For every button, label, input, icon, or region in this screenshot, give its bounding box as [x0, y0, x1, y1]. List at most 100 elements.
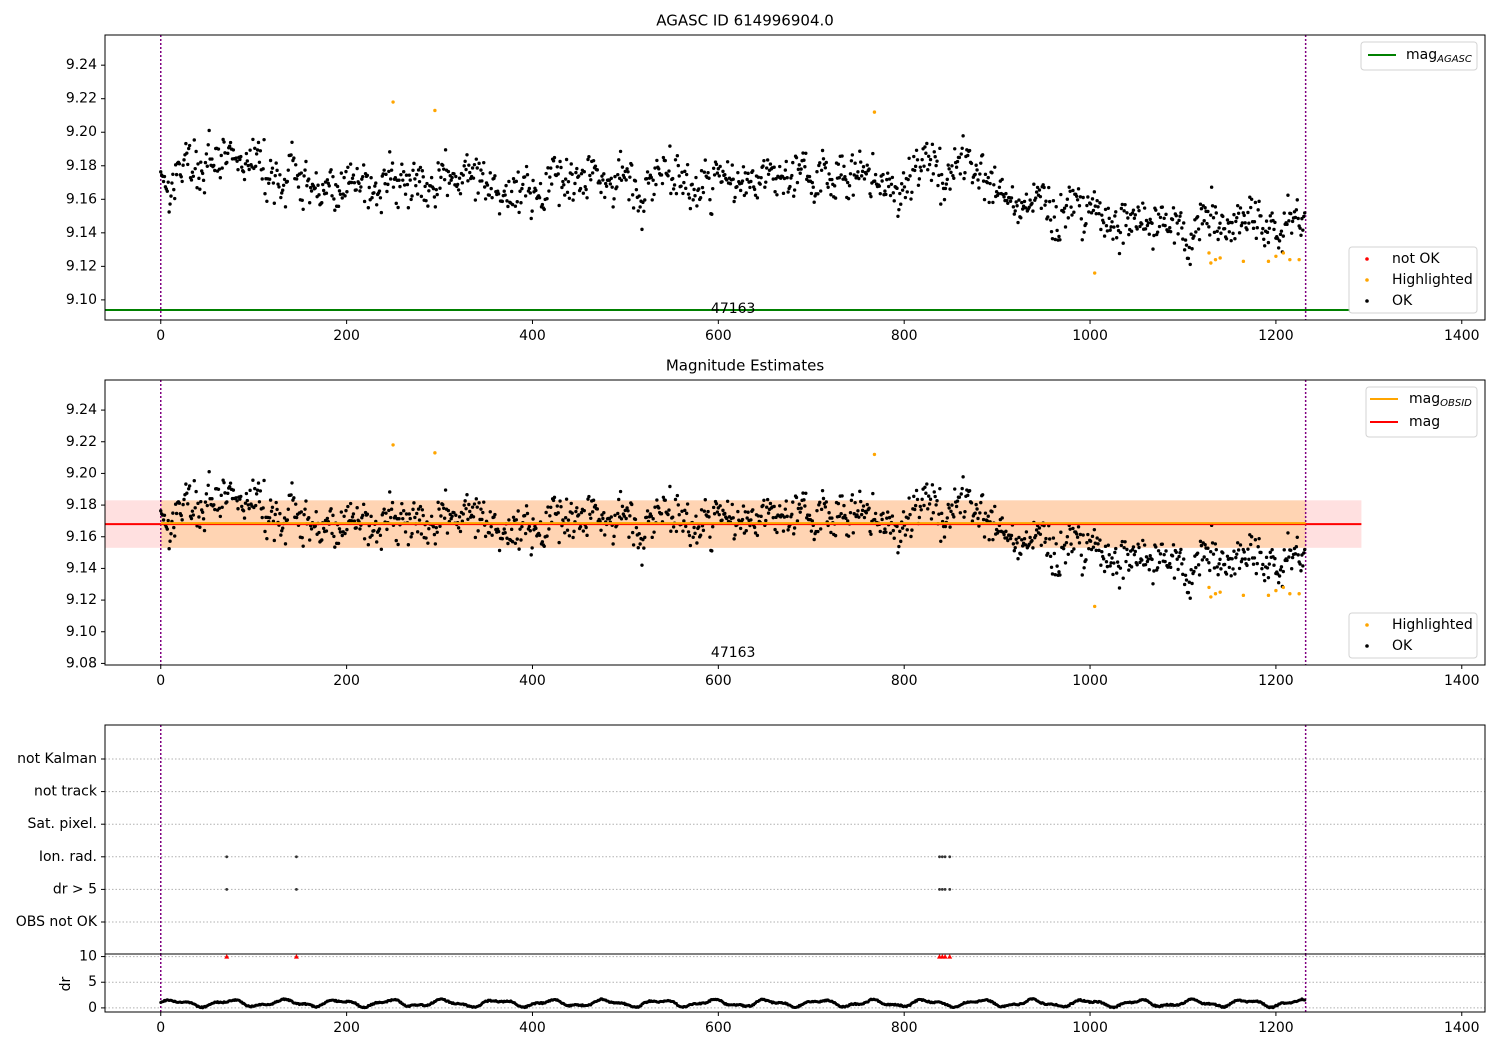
- ok-point: [1081, 195, 1085, 200]
- ok-point: [1243, 221, 1247, 225]
- ok-point: [425, 181, 429, 186]
- ok-point: [892, 536, 896, 540]
- ok-point: [193, 506, 197, 510]
- ok-point: [1257, 199, 1261, 204]
- ok-point: [1095, 536, 1099, 540]
- ok-point: [411, 168, 415, 173]
- ok-point: [1251, 562, 1256, 566]
- ok-point: [1120, 539, 1124, 544]
- ok-point: [503, 531, 507, 535]
- ok-point: [929, 517, 934, 521]
- ok-point: [1190, 581, 1194, 586]
- ok-point: [548, 175, 552, 179]
- ok-point: [421, 513, 425, 518]
- ok-point: [812, 537, 816, 542]
- x-tick-label: 1200: [1258, 673, 1294, 689]
- ok-point: [324, 529, 329, 533]
- ok-point: [544, 510, 548, 515]
- ok-point: [463, 499, 467, 503]
- ok-point: [1027, 542, 1031, 547]
- ok-point: [439, 175, 443, 180]
- ok-point: [169, 194, 173, 198]
- ok-point: [475, 166, 479, 170]
- ok-point: [305, 184, 309, 188]
- ok-point: [871, 151, 875, 156]
- ok-point: [901, 510, 906, 514]
- ok-point: [827, 511, 831, 515]
- ok-point: [1181, 237, 1185, 241]
- ok-point: [1078, 195, 1083, 199]
- ok-point: [300, 198, 304, 202]
- ok-point: [165, 527, 169, 531]
- ok-point: [1198, 202, 1203, 206]
- ok-point: [450, 175, 454, 180]
- ok-point: [1182, 582, 1187, 587]
- ok-point: [1069, 542, 1073, 546]
- ok-point: [552, 495, 557, 500]
- ok-point: [683, 508, 687, 513]
- ok-point: [398, 184, 402, 189]
- ok-point: [1146, 557, 1151, 561]
- ok-point: [159, 170, 163, 174]
- ok-point: [929, 178, 934, 183]
- ok-point: [355, 506, 359, 510]
- ok-point: [354, 526, 358, 530]
- ok-point: [361, 513, 365, 518]
- ok-point: [1148, 554, 1152, 558]
- ok-point: [505, 536, 509, 540]
- ok-point: [772, 504, 776, 509]
- ok-point: [990, 171, 994, 175]
- ok-point: [1180, 562, 1184, 566]
- ok-point: [591, 158, 596, 163]
- ok-point: [523, 513, 527, 518]
- ok-point: [809, 529, 814, 533]
- ok-point: [1099, 227, 1103, 232]
- ok-point: [1013, 209, 1017, 213]
- ok-point: [873, 172, 878, 177]
- ok-point: [1088, 539, 1093, 543]
- ok-point: [1178, 214, 1182, 218]
- ok-point: [593, 164, 598, 168]
- ok-point: [714, 162, 719, 167]
- ok-point: [1017, 198, 1021, 202]
- ok-point: [673, 497, 678, 502]
- ok-point: [630, 530, 635, 535]
- ok-point: [1163, 559, 1167, 564]
- ok-point: [852, 173, 856, 177]
- ok-point: [1131, 545, 1136, 549]
- ok-point: [935, 159, 939, 163]
- ok-point: [848, 510, 853, 515]
- ok-point: [1186, 256, 1191, 261]
- ok-point: [903, 533, 908, 537]
- ok-point: [521, 182, 525, 187]
- ok-point: [1203, 206, 1207, 210]
- ok-point: [1123, 202, 1127, 207]
- ok-point: [460, 181, 465, 185]
- ok-point: [338, 530, 343, 534]
- ok-point: [551, 159, 556, 163]
- ok-point: [1104, 224, 1109, 228]
- ok-point: [1163, 223, 1167, 228]
- ok-point: [342, 514, 346, 518]
- ok-point: [1260, 231, 1264, 235]
- ok-point: [493, 174, 497, 178]
- ok-point: [299, 510, 304, 514]
- ok-point: [1052, 215, 1057, 219]
- ok-point: [473, 535, 478, 540]
- ok-point: [768, 501, 773, 506]
- highlighted-point: [1209, 595, 1213, 599]
- ok-point: [1296, 216, 1300, 221]
- ok-point: [401, 178, 405, 182]
- ok-point: [630, 502, 634, 507]
- ok-point: [1000, 516, 1004, 520]
- ok-point: [472, 162, 477, 167]
- ok-point: [960, 486, 964, 491]
- ok-point: [883, 527, 887, 531]
- ok-point: [1294, 545, 1299, 549]
- ok-point: [839, 512, 843, 516]
- flag-category-label: Ion. rad.: [39, 849, 97, 865]
- ok-point: [1237, 231, 1242, 235]
- ok-point: [1261, 562, 1265, 567]
- ok-point: [332, 534, 336, 539]
- ok-point: [730, 163, 734, 167]
